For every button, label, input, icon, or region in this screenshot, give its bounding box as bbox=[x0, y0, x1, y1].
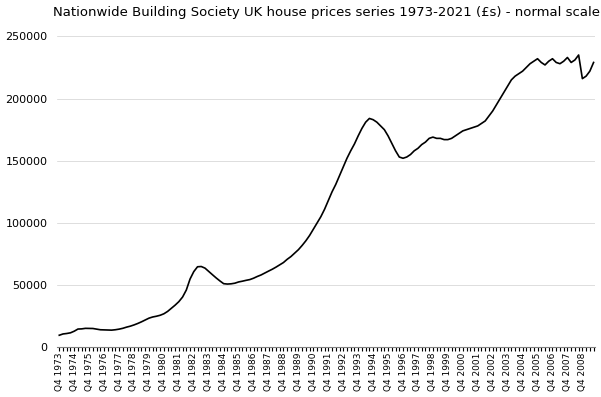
Title: Nationwide Building Society UK house prices series 1973-2021 (£s) - normal scale: Nationwide Building Society UK house pri… bbox=[53, 6, 600, 19]
